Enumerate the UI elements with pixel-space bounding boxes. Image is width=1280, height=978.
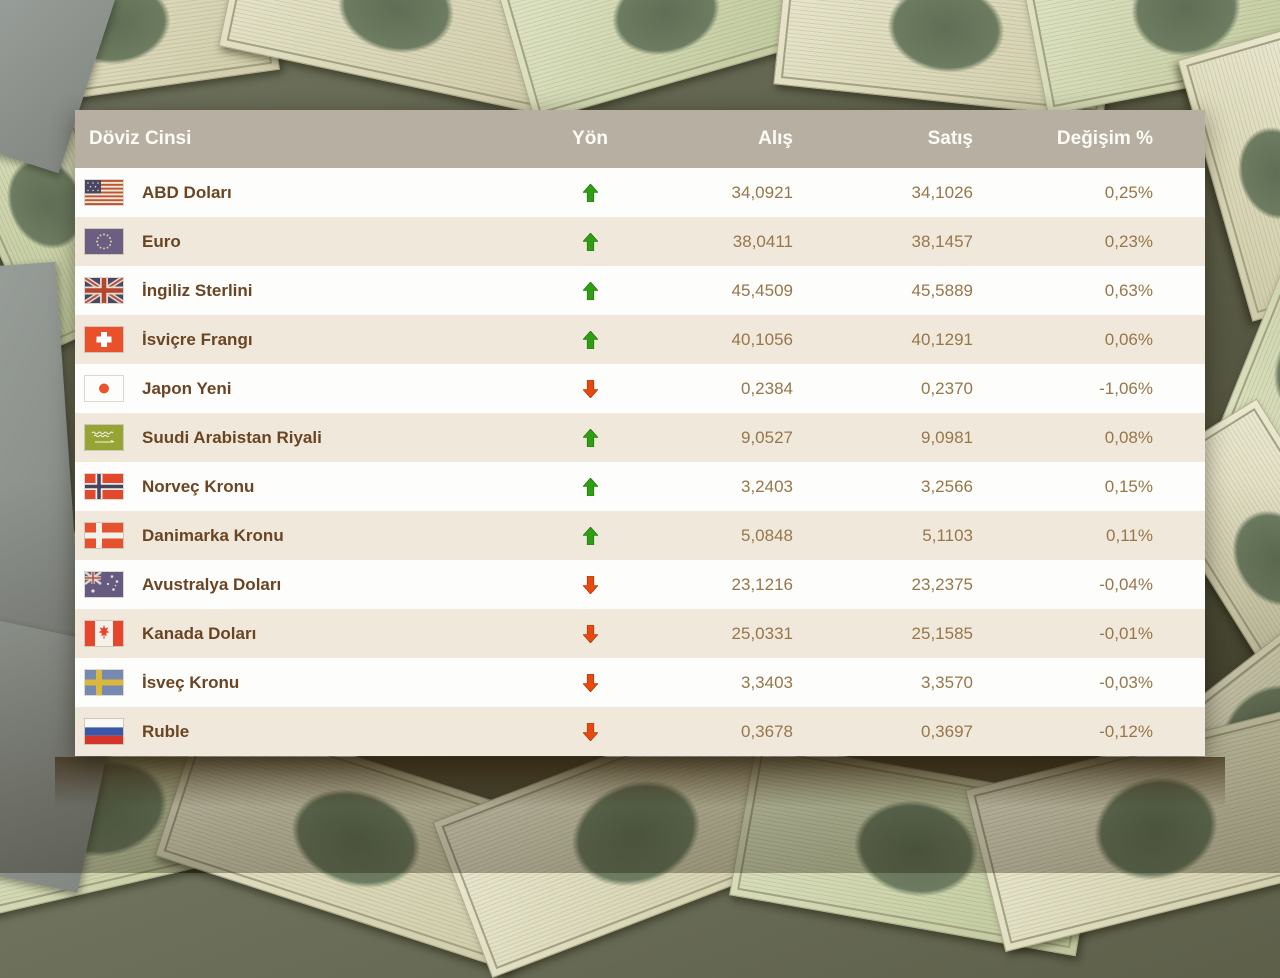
buy-value: 23,1216 <box>731 574 793 594</box>
switzerland-flag-icon <box>85 327 140 352</box>
down-arrow-icon <box>530 379 650 398</box>
up-arrow-icon <box>530 477 650 496</box>
sell-value: 3,3570 <box>921 672 973 692</box>
currency-name: İsviçre Frangı <box>142 329 253 349</box>
down-arrow-icon <box>530 673 650 692</box>
currency-name: İngiliz Sterlini <box>142 280 253 300</box>
table-row: Suudi Arabistan Riyali 9,0527 9,0981 0,08% <box>75 413 1205 462</box>
currency-rates-table: Döviz Cinsi Yön Alış Satış Değişim % ABD… <box>75 110 1205 756</box>
down-arrow-icon <box>530 624 650 643</box>
currency-name: Japon Yeni <box>142 378 232 398</box>
currency-name: ABD Doları <box>142 182 232 202</box>
currency-name: Danimarka Kronu <box>142 525 284 545</box>
currency-name: Norveç Kronu <box>142 476 255 496</box>
change-value: 0,23% <box>1104 231 1153 251</box>
table-row: Avustralya Doları 23,1216 23,2375 -0,04% <box>75 560 1205 609</box>
denmark-flag-icon <box>85 523 140 548</box>
change-value: -0,03% <box>1099 672 1153 692</box>
sell-value: 23,2375 <box>911 574 973 594</box>
table-row: Danimarka Kronu 5,0848 5,1103 0,11% <box>75 511 1205 560</box>
sell-value: 0,2370 <box>921 378 973 398</box>
change-value: 0,63% <box>1104 280 1153 300</box>
currency-name: Suudi Arabistan Riyali <box>142 427 322 447</box>
currency-name: Euro <box>142 231 181 251</box>
up-arrow-icon <box>530 232 650 251</box>
buy-value: 45,4509 <box>731 280 793 300</box>
australia-flag-icon <box>85 572 140 597</box>
up-arrow-icon <box>530 526 650 545</box>
buy-value: 34,0921 <box>731 182 793 202</box>
change-value: 0,08% <box>1104 427 1153 447</box>
sell-value: 3,2566 <box>921 476 973 496</box>
table-row: Japon Yeni 0,2384 0,2370 -1,06% <box>75 364 1205 413</box>
change-value: -0,04% <box>1099 574 1153 594</box>
up-arrow-icon <box>530 428 650 447</box>
down-arrow-icon <box>530 575 650 594</box>
table-row: İngiliz Sterlini 45,4509 45,5889 0,63% <box>75 266 1205 315</box>
currency-name: Kanada Doları <box>142 623 257 643</box>
eu-flag-icon <box>85 229 140 254</box>
table-row: Kanada Doları 25,0331 25,1585 -0,01% <box>75 609 1205 658</box>
table-row: Euro 38,0411 38,1457 0,23% <box>75 217 1205 266</box>
japan-flag-icon <box>85 376 140 401</box>
change-value: 0,11% <box>1106 525 1153 545</box>
canada-flag-icon <box>85 621 140 646</box>
uk-flag-icon <box>85 278 140 303</box>
up-arrow-icon <box>530 330 650 349</box>
saudi-arabia-flag-icon <box>85 425 140 450</box>
currency-name: Ruble <box>142 721 190 741</box>
buy-value: 0,3678 <box>741 721 793 741</box>
header-currency: Döviz Cinsi <box>89 128 192 149</box>
sell-value: 40,1291 <box>911 329 973 349</box>
up-arrow-icon <box>530 183 650 202</box>
sell-value: 34,1026 <box>911 182 973 202</box>
sweden-flag-icon <box>85 670 140 695</box>
table-row: Norveç Kronu 3,2403 3,2566 0,15% <box>75 462 1205 511</box>
rates-table-body: ABD Doları 34,0921 34,1026 0,25% Euro 38,0411… <box>75 168 1205 756</box>
russia-flag-icon <box>85 719 140 744</box>
buy-value: 40,1056 <box>731 329 793 349</box>
header-change: Değişim % <box>1056 128 1153 149</box>
change-value: 0,25% <box>1104 182 1153 202</box>
header-buy: Alış <box>758 128 793 149</box>
buy-value: 38,0411 <box>732 231 793 251</box>
sell-value: 38,1457 <box>911 231 973 251</box>
table-row: ABD Doları 34,0921 34,1026 0,25% <box>75 168 1205 217</box>
buy-value: 9,0527 <box>741 427 793 447</box>
table-row: Ruble 0,3678 0,3697 -0,12% <box>75 707 1205 756</box>
change-value: -0,01% <box>1099 623 1153 643</box>
usa-flag-icon <box>85 180 140 205</box>
sell-value: 0,3697 <box>921 721 973 741</box>
currency-name: Avustralya Doları <box>142 574 282 594</box>
buy-value: 0,2384 <box>741 378 793 398</box>
header-direction: Yön <box>572 128 608 149</box>
sell-value: 5,1103 <box>922 525 973 545</box>
sell-value: 9,0981 <box>921 427 973 447</box>
table-row: İsviçre Frangı 40,1056 40,1291 0,06% <box>75 315 1205 364</box>
change-value: -1,06% <box>1099 378 1153 398</box>
change-value: 0,15% <box>1104 476 1153 496</box>
currency-name: İsveç Kronu <box>142 672 240 692</box>
table-header-row: Döviz Cinsi Yön Alış Satış Değişim % <box>75 110 1205 168</box>
sell-value: 45,5889 <box>911 280 973 300</box>
sell-value: 25,1585 <box>911 623 973 643</box>
buy-value: 5,0848 <box>741 525 793 545</box>
buy-value: 3,2403 <box>741 476 793 496</box>
change-value: 0,06% <box>1104 329 1153 349</box>
down-arrow-icon <box>530 722 650 741</box>
table-row: İsveç Kronu 3,3403 3,3570 -0,03% <box>75 658 1205 707</box>
change-value: -0,12% <box>1099 721 1153 741</box>
norway-flag-icon <box>85 474 140 499</box>
up-arrow-icon <box>530 281 650 300</box>
buy-value: 3,3403 <box>741 672 793 692</box>
buy-value: 25,0331 <box>731 623 793 643</box>
header-sell: Satış <box>927 128 973 149</box>
